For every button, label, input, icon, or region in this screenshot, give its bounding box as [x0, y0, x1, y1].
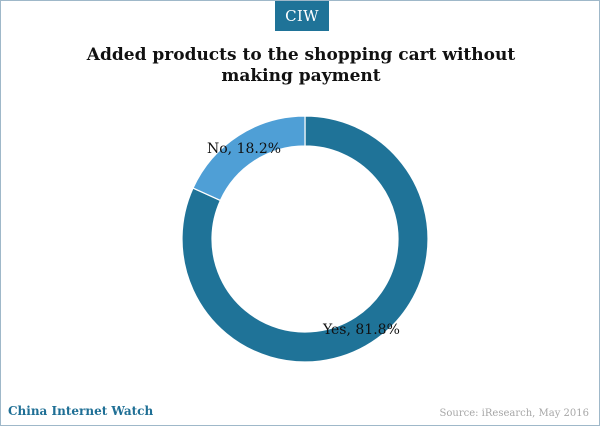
slice-no [192, 115, 306, 202]
data-label-yes: Yes, 81.8% [322, 322, 400, 338]
ciw-badge: CIW [275, 1, 329, 31]
slice-yes [181, 115, 429, 363]
donut-labels: Yes, 81.8% No, 18.2% [207, 141, 400, 338]
donut-slices [181, 115, 429, 363]
footer-brand: China Internet Watch [8, 404, 154, 418]
footer-source: Source: iResearch, May 2016 [439, 408, 589, 419]
data-label-no: No, 18.2% [207, 141, 281, 157]
chart-title: Added products to the shopping cart with… [86, 45, 516, 86]
